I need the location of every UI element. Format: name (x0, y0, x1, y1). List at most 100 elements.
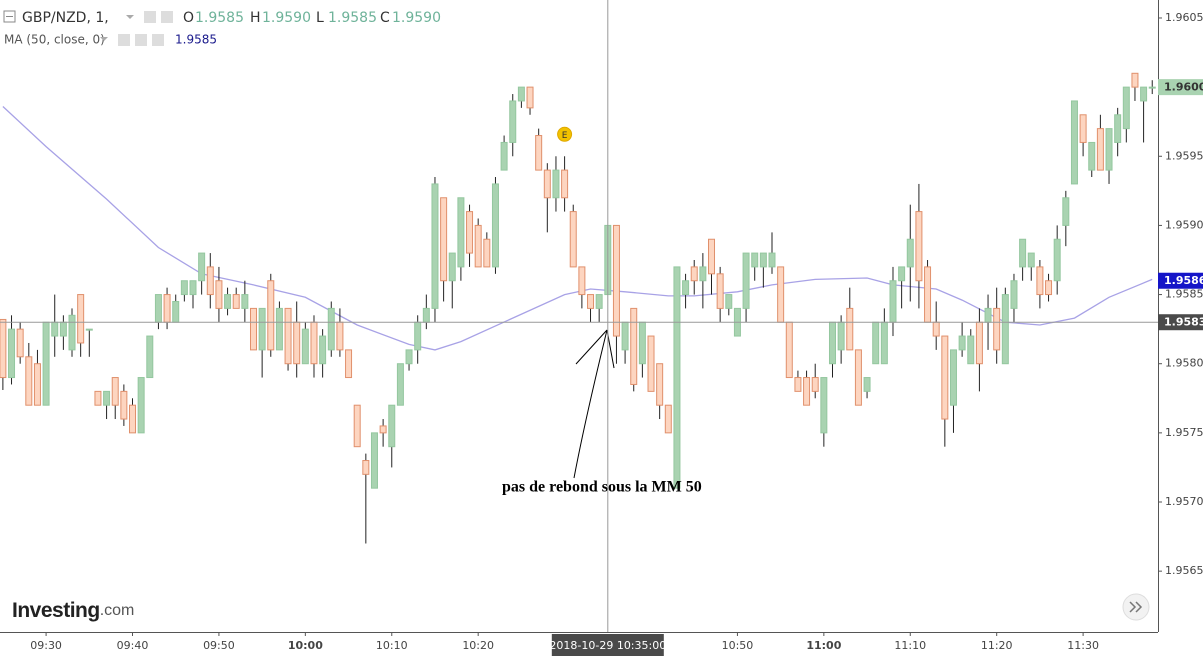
candle (491, 177, 499, 274)
candle (189, 280, 197, 309)
y-tick-label: 1.9590 (1165, 218, 1203, 231)
price-tag-label: 1.9583 (1164, 316, 1203, 329)
candle (898, 266, 906, 309)
candle-body (924, 266, 932, 323)
candle (466, 204, 474, 267)
candle (854, 349, 862, 406)
candle-body (1062, 197, 1070, 226)
candle-body (8, 328, 16, 379)
candle-body (1070, 100, 1078, 185)
y-tick-label: 1.9585 (1165, 288, 1203, 301)
ma-line (2, 106, 1153, 351)
candle (725, 294, 733, 316)
candle (137, 377, 145, 434)
candle-body (543, 169, 551, 199)
candle-body (569, 211, 577, 268)
candle (1036, 259, 1044, 309)
candle-body (837, 321, 845, 351)
settings-icon[interactable] (144, 11, 156, 23)
candle (872, 321, 880, 365)
candle (198, 252, 206, 295)
y-tick-label: 1.9565 (1165, 564, 1203, 577)
candle-body (1019, 238, 1027, 268)
ohlc-key: C (380, 10, 390, 26)
candle (811, 363, 819, 399)
candle (906, 204, 914, 302)
candle (768, 232, 776, 274)
candle-body (751, 252, 759, 268)
candle-body (431, 183, 439, 309)
dropdown-icon[interactable] (126, 15, 134, 19)
candle-body (111, 377, 119, 406)
candle (682, 273, 690, 309)
price-tag-label: 1.9600 (1164, 81, 1203, 94)
ma-legend-name: MA (50, close, 0) (4, 33, 105, 47)
candle-body (25, 356, 33, 406)
candle (846, 287, 854, 351)
candle (42, 321, 50, 406)
candle-body (327, 307, 335, 351)
ohlc-key: O (183, 10, 194, 26)
crosshair-time-label: 2018-10-29 10:35:00 (549, 639, 666, 652)
remove-icon[interactable] (152, 34, 164, 46)
candle (1053, 225, 1061, 295)
candle-body (33, 363, 41, 406)
candle-body (154, 294, 162, 323)
candle-body (483, 238, 491, 268)
candle-body (1027, 252, 1035, 268)
candle-body (932, 321, 940, 337)
candle-body (1088, 141, 1096, 171)
candle (949, 349, 957, 433)
candle-body (388, 404, 396, 448)
candle-body (466, 211, 474, 254)
candle-body (422, 307, 430, 323)
candle (543, 163, 551, 233)
visibility-icon[interactable] (135, 34, 147, 46)
candle-body (1010, 280, 1018, 309)
candle-body (224, 294, 232, 309)
dropdown-icon[interactable] (100, 37, 108, 41)
candle-body (500, 141, 508, 171)
candle-body (293, 321, 301, 365)
candle-body (232, 294, 240, 309)
candle (77, 294, 85, 357)
candle-body (803, 377, 811, 406)
candle (673, 266, 681, 489)
candle (587, 294, 595, 323)
candle-body (491, 183, 499, 268)
candle-body (59, 321, 67, 337)
visibility-icon[interactable] (161, 11, 173, 23)
candle-body (284, 307, 292, 365)
settings-icon[interactable] (118, 34, 130, 46)
candle-body (353, 404, 361, 448)
candle-body (967, 335, 975, 365)
candle-body (1053, 238, 1061, 282)
candle (820, 377, 828, 447)
collapse-icon[interactable] (3, 10, 16, 23)
candle-body (1131, 72, 1139, 88)
candle-body (742, 252, 750, 309)
candle (751, 252, 759, 281)
candle (958, 322, 966, 357)
candle (708, 238, 716, 295)
event-marker (557, 126, 573, 142)
ohlc-value: 1.9585 (195, 10, 244, 26)
candle (1131, 72, 1139, 101)
candle-body (673, 266, 681, 489)
ohlc-readout: O 1.9585 H 1.9590 L 1.9585 C 1.9590 (183, 10, 441, 26)
candle-body (189, 280, 197, 296)
candle (405, 349, 413, 371)
candle (803, 370, 811, 406)
candle-body (310, 321, 318, 365)
candle (785, 321, 793, 379)
x-tick-label: 10:20 (462, 639, 494, 652)
logo: Investing.com (12, 599, 134, 622)
candle-body (249, 307, 257, 351)
candle-body (595, 294, 603, 309)
candle-body (1036, 266, 1044, 296)
candle (249, 307, 257, 351)
candle (474, 218, 482, 268)
candle-body (984, 307, 992, 323)
candle-body (163, 294, 171, 323)
candle-body (889, 280, 897, 323)
